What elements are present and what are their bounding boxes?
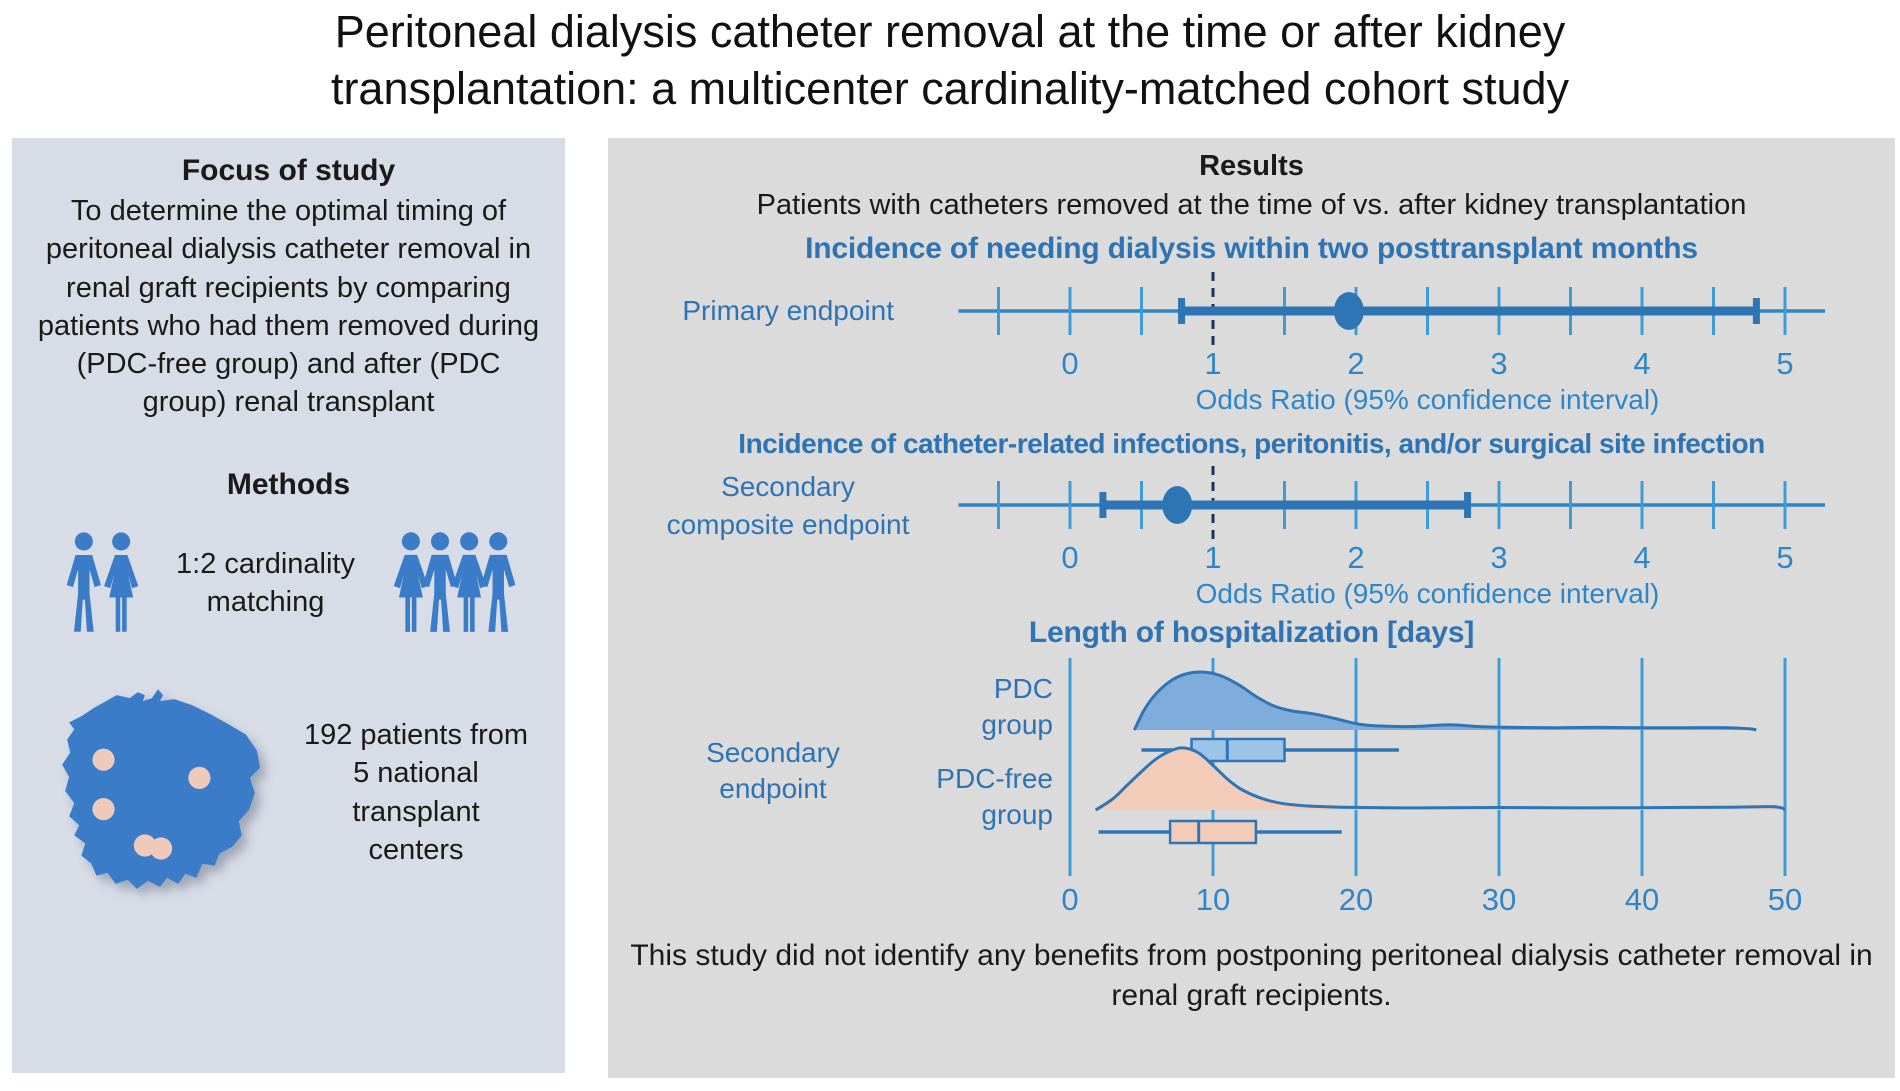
svg-text:Odds Ratio (95% confidence int: Odds Ratio (95% confidence interval) [1196, 578, 1660, 609]
svg-text:0: 0 [1061, 346, 1078, 381]
svg-text:40: 40 [1625, 882, 1659, 917]
svg-text:50: 50 [1768, 882, 1802, 917]
map-row: 192 patients from 5 national transplant cen… [12, 682, 565, 904]
chart-title-primary: Incidence of needing dialysis within two… [805, 232, 1698, 265]
focus-heading: Focus of study [181, 154, 396, 187]
svg-text:Secondary: Secondary [721, 471, 855, 502]
poland-map [62, 688, 260, 889]
svg-text:30: 30 [1482, 882, 1516, 917]
svg-text:Primary endpoint: Primary endpoint [682, 295, 894, 326]
svg-text:group: group [981, 799, 1053, 830]
svg-text:Secondary: Secondary [706, 737, 840, 768]
svg-text:3: 3 [1490, 540, 1507, 575]
svg-text:PDC: PDC [994, 673, 1053, 704]
figure-title: Peritoneal dialysis catheter removal at … [330, 6, 1570, 114]
poland-outline [62, 688, 260, 889]
results-heading: Results [1199, 150, 1304, 182]
svg-text:2: 2 [1347, 540, 1364, 575]
svg-text:1: 1 [1204, 346, 1221, 381]
svg-text:3: 3 [1490, 346, 1507, 381]
focus-methods-panel: Focus of study To determine the optimal … [12, 138, 565, 1073]
focus-text: To determine the optimal timing of perit… [37, 195, 540, 419]
matching-text: 1:2 cardinality matching [176, 547, 355, 618]
svg-text:5: 5 [1776, 346, 1793, 381]
svg-text:0: 0 [1061, 882, 1078, 917]
map-caption: 192 patients from 5 national transplant cen… [303, 719, 529, 866]
center-dots [92, 748, 211, 860]
conclusion-text: This study did not identify any benefits… [630, 939, 1873, 1012]
svg-text:10: 10 [1196, 882, 1230, 917]
svg-text:5: 5 [1776, 540, 1793, 575]
svg-text:group: group [981, 709, 1053, 740]
svg-text:endpoint: endpoint [719, 773, 827, 804]
svg-text:2: 2 [1347, 346, 1364, 381]
svg-text:composite endpoint: composite endpoint [667, 509, 910, 540]
methods-heading: Methods [226, 467, 351, 501]
svg-text:4: 4 [1633, 346, 1650, 381]
forest-plot-primary: 0 1 2 3 4 5 Odds Ratio (95% confidence interva… [682, 272, 1826, 415]
ridge-plot-hospitalization: 0 10 20 30 40 50 PDC group PDC-free group Secondar… [706, 658, 1802, 917]
chart-title-hospitalization: Length of hospitalization [days] [1028, 616, 1475, 649]
svg-text:PDC-free: PDC-free [936, 763, 1053, 794]
results-panel: Results Patients with catheters removed … [608, 138, 1895, 1078]
matching-row: 1:2 cardinality matching [12, 531, 565, 636]
four-people-icon [393, 531, 515, 632]
svg-text:0: 0 [1061, 540, 1078, 575]
chart-title-secondary: Incidence of catheter-related infections… [738, 428, 1765, 459]
man-woman-pair-icon [66, 532, 138, 632]
forest-plot-secondary: 0 1 2 3 4 5 Odds Ratio (95% confidence interva… [667, 466, 1826, 609]
svg-text:4: 4 [1633, 540, 1650, 575]
svg-text:20: 20 [1339, 882, 1373, 917]
svg-text:1: 1 [1204, 540, 1221, 575]
results-subheading: Patients with catheters removed at the t… [756, 189, 1747, 221]
svg-text:Odds Ratio (95% confidence int: Odds Ratio (95% confidence interval) [1196, 384, 1660, 415]
